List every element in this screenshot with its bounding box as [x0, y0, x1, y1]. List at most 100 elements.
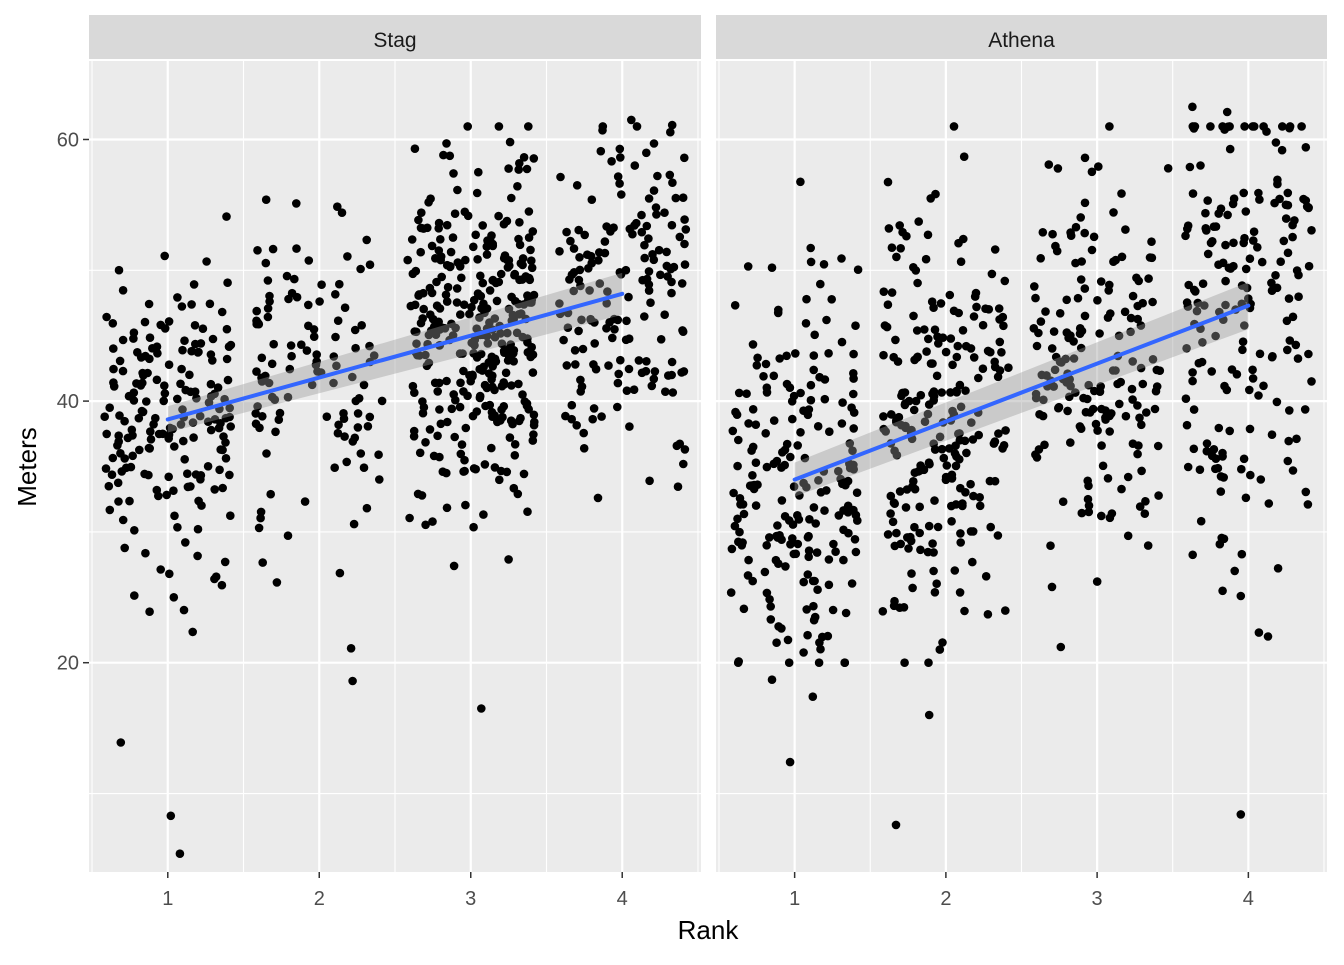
- data-point: [136, 381, 146, 390]
- data-point: [1183, 302, 1193, 311]
- data-point: [1202, 439, 1212, 448]
- data-point: [767, 263, 777, 273]
- data-point: [909, 405, 919, 415]
- data-point: [1093, 296, 1102, 305]
- data-point: [816, 279, 825, 289]
- fit-confidence-band: [167, 272, 623, 433]
- data-point: [1200, 301, 1209, 310]
- data-point: [1182, 344, 1191, 353]
- data-point: [879, 424, 888, 434]
- data-point: [929, 387, 939, 396]
- data-point: [782, 379, 792, 389]
- data-point: [915, 528, 924, 538]
- data-point: [839, 555, 848, 565]
- data-point: [481, 401, 490, 411]
- data-point: [422, 361, 432, 371]
- data-point: [813, 422, 823, 431]
- data-point: [332, 361, 341, 371]
- data-point: [1189, 285, 1199, 295]
- data-point: [1071, 258, 1080, 268]
- data-point: [751, 420, 761, 430]
- data-point: [929, 303, 938, 313]
- fit-line: [165, 291, 625, 422]
- data-point: [507, 193, 516, 203]
- data-point: [904, 544, 913, 553]
- data-point: [576, 375, 585, 385]
- data-point: [555, 299, 564, 308]
- data-point: [524, 207, 534, 216]
- data-point: [441, 290, 451, 300]
- data-point: [187, 300, 196, 309]
- data-point: [908, 583, 917, 593]
- data-point: [569, 286, 578, 296]
- data-point: [816, 644, 825, 654]
- data-point: [406, 301, 416, 311]
- data-point: [1217, 533, 1226, 543]
- data-point: [938, 638, 947, 647]
- data-point: [1103, 313, 1113, 322]
- data-point: [567, 400, 577, 410]
- data-point: [951, 500, 961, 509]
- data-point: [459, 300, 469, 310]
- data-point: [453, 258, 463, 267]
- data-point: [1188, 376, 1197, 386]
- data-point: [519, 153, 529, 162]
- data-point: [307, 380, 317, 390]
- data-point: [958, 499, 967, 508]
- data-point: [1304, 261, 1314, 271]
- data-point: [496, 269, 506, 279]
- data-point: [435, 452, 444, 462]
- data-point: [739, 509, 749, 519]
- data-point: [134, 413, 144, 423]
- data-point: [445, 151, 455, 161]
- data-point: [1195, 465, 1205, 475]
- data-point: [978, 364, 988, 374]
- data-point: [742, 389, 751, 399]
- data-point: [1135, 413, 1144, 423]
- data-point: [1221, 276, 1230, 286]
- data-point: [435, 378, 444, 388]
- data-point: [597, 412, 606, 421]
- data-point: [144, 443, 154, 453]
- data-point: [781, 562, 790, 571]
- data-point: [851, 547, 861, 557]
- data-point: [473, 254, 482, 264]
- data-point: [221, 413, 231, 423]
- data-point: [924, 658, 933, 667]
- data-point: [210, 485, 219, 494]
- data-point: [1208, 237, 1217, 246]
- data-point: [516, 309, 526, 318]
- data-point: [340, 303, 350, 313]
- data-point: [476, 291, 486, 301]
- data-point: [1273, 175, 1282, 185]
- data-point: [362, 235, 372, 245]
- x-tick-label: 2: [940, 888, 951, 910]
- data-point: [1283, 188, 1293, 198]
- data-point: [1031, 293, 1040, 303]
- data-point: [561, 411, 570, 421]
- data-point: [189, 433, 198, 442]
- data-point: [780, 512, 790, 521]
- data-point: [1047, 344, 1057, 353]
- data-point: [1254, 391, 1263, 400]
- data-point: [987, 269, 997, 279]
- data-point: [499, 346, 509, 356]
- data-point: [800, 453, 810, 463]
- x-axis-title: Rank: [678, 915, 740, 945]
- data-point: [1207, 451, 1217, 461]
- data-point: [456, 378, 465, 388]
- data-point: [1241, 207, 1251, 216]
- data-point: [1236, 810, 1246, 819]
- data-point: [916, 545, 925, 555]
- data-point: [178, 345, 187, 355]
- data-point: [264, 378, 274, 388]
- x-tick-label: 1: [162, 888, 173, 910]
- data-point: [931, 189, 940, 199]
- data-point: [895, 221, 904, 230]
- data-point: [1035, 410, 1044, 419]
- data-point: [520, 397, 530, 406]
- data-point: [954, 238, 963, 248]
- data-point: [413, 489, 423, 499]
- data-point: [152, 485, 162, 495]
- data-point: [806, 243, 815, 253]
